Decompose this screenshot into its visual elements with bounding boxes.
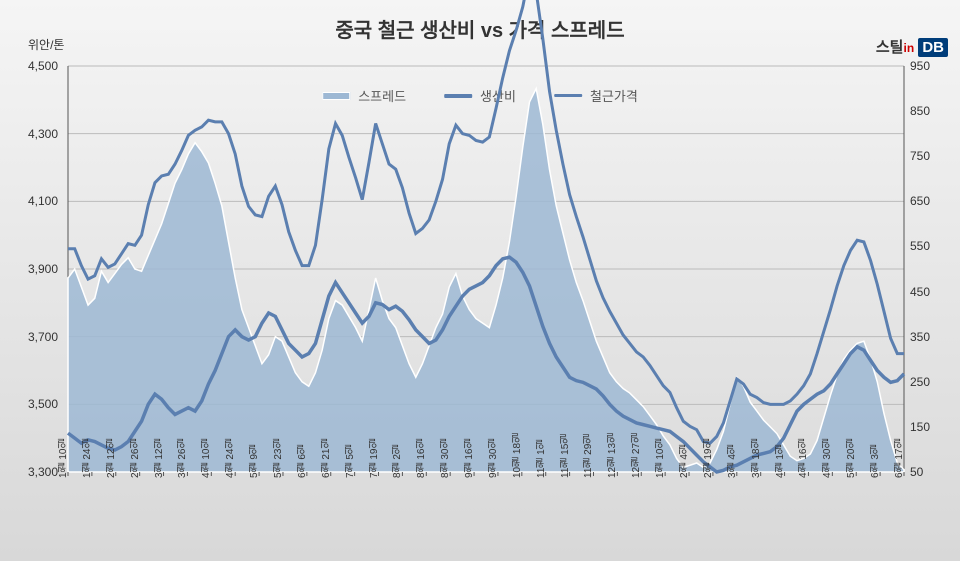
y2-tick-label: 750 <box>910 149 930 163</box>
x-tick-label: 2월 4일 <box>677 444 692 478</box>
x-tick-label: 2월 19일 <box>701 439 716 478</box>
y1-tick-label: 3,300 <box>28 465 58 479</box>
x-tick-label: 6월 3일 <box>868 444 883 478</box>
x-tick-label: 2월 26일 <box>128 439 143 478</box>
x-tick-label: 8월 16일 <box>414 439 429 478</box>
x-tick-label: 8월 30일 <box>438 439 453 478</box>
y2-tick-label: 50 <box>910 465 923 479</box>
x-tick-label: 5월 20일 <box>844 439 859 478</box>
x-tick-label: 4월 1일 <box>773 444 788 478</box>
x-tick-label: 5월 9일 <box>247 444 262 478</box>
y2-tick-label: 250 <box>910 375 930 389</box>
y1-tick-label: 4,100 <box>28 194 58 208</box>
y1-tick-label: 3,900 <box>28 262 58 276</box>
y2-axis: 50150250350450550650750850950 <box>904 66 960 472</box>
steel-in-db-logo: 스틸in DB <box>876 36 948 57</box>
y1-tick-label: 4,500 <box>28 59 58 73</box>
y2-tick-label: 350 <box>910 330 930 344</box>
y1-tick-label: 3,700 <box>28 330 58 344</box>
y1-axis: 3,3003,5003,7003,9004,1004,3004,500 <box>0 66 64 472</box>
x-tick-label: 11월 29일 <box>581 434 596 478</box>
y1-tick-label: 3,500 <box>28 397 58 411</box>
x-tick-label: 11월 1일 <box>534 439 549 478</box>
y1-tick-label: 4,300 <box>28 127 58 141</box>
y2-tick-label: 950 <box>910 59 930 73</box>
x-tick-label: 7월 5일 <box>343 444 358 478</box>
x-tick-label: 7월 19일 <box>367 439 382 478</box>
x-tick-label: 1월 10일 <box>653 439 668 478</box>
x-tick-label: 6월 21일 <box>319 439 334 478</box>
y2-tick-label: 150 <box>910 420 930 434</box>
x-tick-label: 3월 12일 <box>152 439 167 478</box>
x-tick-label: 3월 4일 <box>725 444 740 478</box>
x-tick-label: 3월 26일 <box>175 439 190 478</box>
x-tick-label: 1월 24일 <box>80 439 95 478</box>
y2-tick-label: 650 <box>910 194 930 208</box>
x-tick-label: 10월 18일 <box>510 433 525 478</box>
x-tick-label: 4월 30일 <box>820 439 835 478</box>
x-axis: 1월 10일1월 24일2월 12일2월 26일3월 12일3월 26일4월 1… <box>68 474 904 560</box>
x-tick-label: 6월 6일 <box>295 444 310 478</box>
x-tick-label: 12월 27일 <box>629 433 644 478</box>
x-tick-label: 2월 12일 <box>104 439 119 478</box>
x-tick-label: 5월 23일 <box>271 439 286 478</box>
x-tick-label: 3월 18일 <box>749 439 764 478</box>
x-tick-label: 4월 24일 <box>223 439 238 478</box>
chart-title: 중국 철근 생산비 vs 가격 스프레드 <box>335 14 624 43</box>
plot-area <box>68 66 904 472</box>
y2-tick-label: 850 <box>910 104 930 118</box>
x-tick-label: 9월 30일 <box>486 439 501 478</box>
x-tick-label: 4월 10일 <box>199 439 214 478</box>
x-tick-label: 8월 2일 <box>390 444 405 478</box>
plot-svg <box>68 66 904 472</box>
logo-db: DB <box>918 38 948 57</box>
chart-container: 중국 철근 생산비 vs 가격 스프레드 위안/톤 스틸in DB 스프레드 생… <box>0 0 960 561</box>
x-tick-label: 4월 16일 <box>796 439 811 478</box>
x-tick-label: 6월 17일 <box>892 439 907 478</box>
logo-prefix: 스틸 <box>876 39 904 56</box>
x-tick-label: 12월 13일 <box>605 433 620 478</box>
y1-axis-label: 위안/톤 <box>28 36 64 53</box>
x-tick-label: 9월 16일 <box>462 439 477 478</box>
logo-in: in <box>903 41 914 55</box>
x-tick-label: 11월 15일 <box>558 434 573 478</box>
y2-tick-label: 550 <box>910 239 930 253</box>
x-tick-label: 1월 10일 <box>56 439 71 478</box>
y2-tick-label: 450 <box>910 285 930 299</box>
